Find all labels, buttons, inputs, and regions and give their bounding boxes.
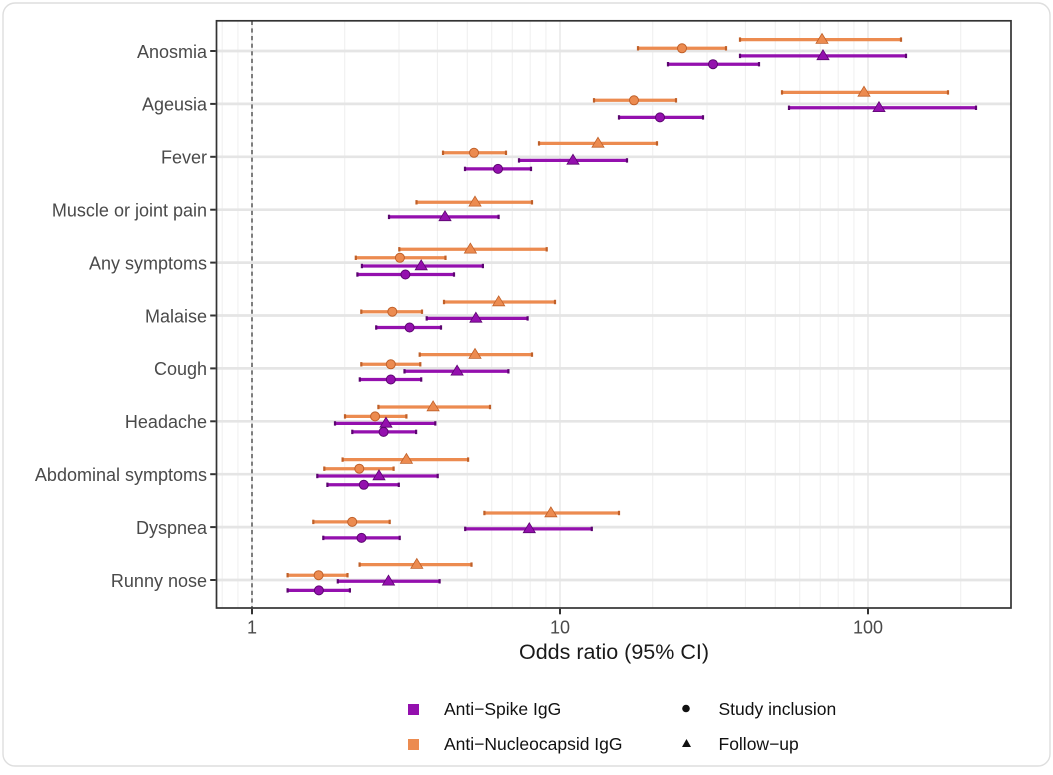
svg-text:Study inclusion: Study inclusion: [719, 699, 837, 719]
svg-text:Cough: Cough: [154, 359, 207, 379]
svg-text:Anosmia: Anosmia: [137, 42, 208, 62]
svg-text:Follow−up: Follow−up: [719, 734, 799, 754]
svg-text:Odds ratio (95% CI): Odds ratio (95% CI): [519, 640, 709, 664]
svg-text:Any symptoms: Any symptoms: [89, 253, 207, 273]
svg-text:Runny nose: Runny nose: [111, 571, 207, 591]
svg-text:Headache: Headache: [125, 412, 207, 432]
svg-text:1: 1: [247, 618, 257, 638]
svg-text:Ageusia: Ageusia: [142, 95, 208, 115]
svg-text:Abdominal symptoms: Abdominal symptoms: [35, 465, 207, 485]
svg-text:Anti−Nucleocapsid IgG: Anti−Nucleocapsid IgG: [444, 734, 623, 754]
svg-text:Malaise: Malaise: [145, 306, 207, 326]
svg-text:100: 100: [853, 618, 883, 638]
svg-text:10: 10: [550, 618, 570, 638]
svg-text:Dyspnea: Dyspnea: [136, 518, 208, 538]
svg-text:Anti−Spike IgG: Anti−Spike IgG: [444, 699, 561, 719]
svg-text:Muscle or joint pain: Muscle or joint pain: [52, 201, 207, 221]
svg-text:Fever: Fever: [161, 148, 207, 168]
